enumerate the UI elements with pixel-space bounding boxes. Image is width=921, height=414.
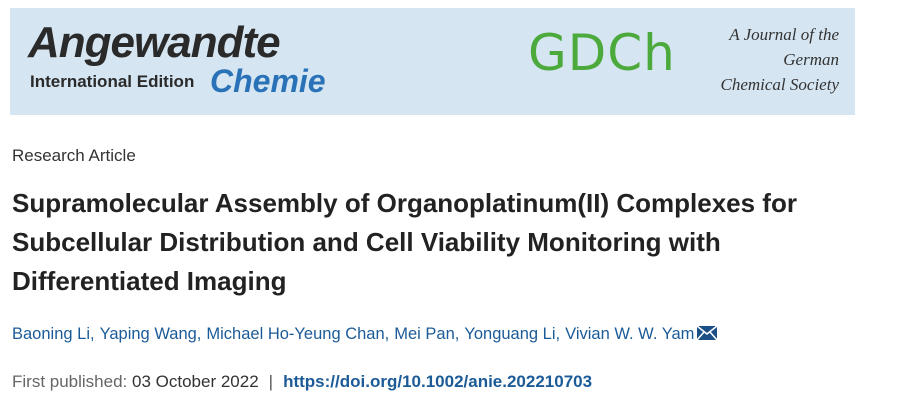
journal-subtitle: Chemie (210, 63, 326, 99)
article-type: Research Article (12, 146, 136, 165)
journal-banner[interactable]: Angewandte International Edition Chemie … (10, 8, 855, 115)
author[interactable]: Vivian W. W. Yam (565, 325, 695, 343)
society-line: German (783, 50, 839, 69)
separator: | (268, 372, 274, 391)
society-line: A Journal of the (729, 25, 839, 44)
society-logo: GDCh (528, 24, 676, 82)
title-line: Subcellular Distribution and Cell Viabil… (12, 227, 721, 257)
society-line: Chemical Society (720, 75, 840, 94)
author[interactable]: Baoning Li, (12, 325, 95, 343)
society-text: A Journal of the German Chemical Society (721, 22, 840, 97)
mail-icon[interactable] (696, 325, 718, 341)
publication-info: First published: 03 October 2022 | https:/… (12, 372, 592, 392)
journal-name: Angewandte (28, 18, 281, 67)
author[interactable]: Yaping Wang, (99, 325, 202, 343)
article-title: Supramolecular Assembly of Organoplatinu… (12, 184, 797, 301)
published-date: 03 October 2022 (132, 372, 259, 391)
author-list: Baoning Li, Yaping Wang, Michael Ho-Yeung … (12, 325, 718, 344)
title-line: Supramolecular Assembly of Organoplatinu… (12, 188, 797, 218)
doi-link[interactable]: https://doi.org/10.1002/anie.202210703 (283, 372, 593, 391)
author[interactable]: Mei Pan, (394, 325, 460, 343)
title-line: Differentiated Imaging (12, 266, 287, 296)
author[interactable]: Michael Ho-Yeung Chan, (206, 325, 390, 343)
published-label: First published: (12, 372, 128, 391)
author[interactable]: Yonguang Li, (464, 325, 561, 343)
journal-edition: International Edition (30, 72, 195, 91)
